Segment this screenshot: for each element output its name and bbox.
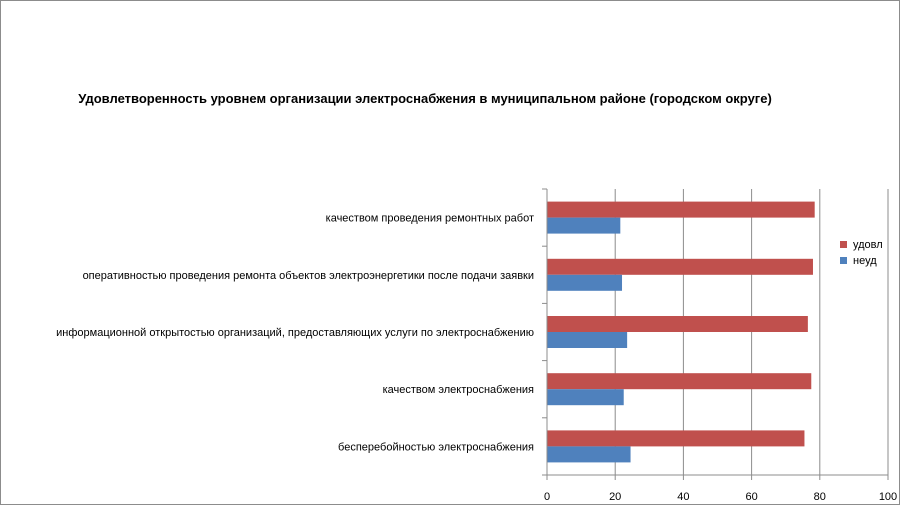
- category-label: бесперебойностью электроснабжения: [338, 441, 534, 453]
- x-tick-label: 60: [745, 491, 757, 503]
- bar-udovl: [547, 373, 812, 390]
- axes: [542, 188, 889, 480]
- x-tick-label: 80: [814, 491, 826, 503]
- legend: удовл неуд: [840, 239, 883, 267]
- bar-neud: [547, 217, 621, 234]
- bar-udovl: [547, 201, 815, 218]
- x-tick-label: 0: [544, 491, 550, 503]
- bar-neud: [547, 274, 623, 291]
- x-tick-label: 20: [609, 491, 621, 503]
- legend-label: неуд: [853, 255, 877, 267]
- tick-labels: 0 20 40 60 80 100: [544, 491, 897, 503]
- category-label: оперативностью проведения ремонта объект…: [83, 270, 534, 282]
- bar-udovl: [547, 316, 808, 332]
- category-label: информационной открытостью организаций, …: [56, 327, 534, 339]
- bar-neud: [547, 332, 628, 348]
- x-tick-label: 40: [677, 491, 689, 503]
- legend-swatch: [840, 241, 847, 248]
- bar-neud: [547, 446, 631, 463]
- chart-title: Удовлетворенность уровнем организации эл…: [78, 91, 772, 106]
- bar-udovl: [547, 430, 805, 447]
- category-label: качеством электроснабжения: [383, 384, 534, 396]
- bar-udovl: [547, 258, 813, 275]
- category-labels: бесперебойностью электроснабжения качеств…: [56, 213, 534, 454]
- bars: [547, 201, 815, 463]
- legend-label: удовл: [853, 239, 883, 251]
- legend-swatch: [840, 257, 847, 264]
- x-tick-label: 100: [879, 491, 897, 503]
- category-label: качеством проведения ремонтных работ: [326, 213, 534, 225]
- bar-neud: [547, 389, 624, 406]
